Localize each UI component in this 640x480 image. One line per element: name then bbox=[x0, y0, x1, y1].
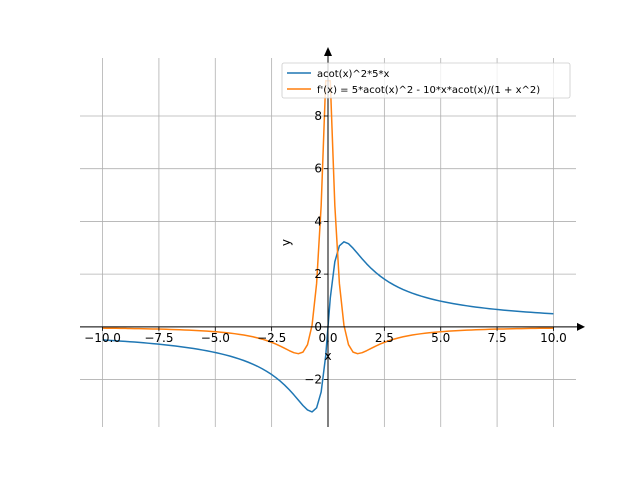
y-tick-label: 8 bbox=[314, 109, 322, 123]
y-tick-label: 0 bbox=[314, 320, 322, 334]
x-tick-label: −7.5 bbox=[144, 331, 173, 345]
x-tick-label: −10.0 bbox=[84, 331, 121, 345]
legend: acot(x)^2*5*x f'(x) = 5*acot(x)^2 - 10*x… bbox=[281, 62, 571, 99]
axes bbox=[80, 47, 585, 427]
y-axis-arrow bbox=[324, 47, 332, 56]
y-tick-label: 6 bbox=[314, 162, 322, 176]
x-axis-label: x bbox=[324, 349, 331, 363]
x-tick-label: 2.5 bbox=[375, 331, 394, 345]
x-tick-label: −5.0 bbox=[201, 331, 230, 345]
x-tick-label: −2.5 bbox=[257, 331, 286, 345]
y-tick-label: −2 bbox=[304, 373, 322, 387]
x-tick-label: 5.0 bbox=[431, 331, 450, 345]
ticks: −10.0 −7.5 −5.0 −2.5 0.0 2.5 5.0 7.5 10.0 −2 0 2 4 6 8 bbox=[84, 109, 567, 387]
x-tick-label: 0.0 bbox=[318, 331, 337, 345]
y-axis-label: y bbox=[279, 239, 293, 246]
legend-box bbox=[281, 62, 571, 99]
x-axis-arrow bbox=[577, 322, 585, 331]
y-tick-label: 4 bbox=[314, 214, 322, 228]
x-tick-label: 7.5 bbox=[488, 331, 507, 345]
legend-label-series-2: f'(x) = 5*acot(x)^2 - 10*x*acot(x)/(1 + … bbox=[317, 85, 540, 96]
x-tick-label: 10.0 bbox=[540, 331, 567, 345]
y-tick-label: 2 bbox=[314, 267, 322, 281]
legend-label-series-1: acot(x)^2*5*x bbox=[317, 69, 389, 80]
